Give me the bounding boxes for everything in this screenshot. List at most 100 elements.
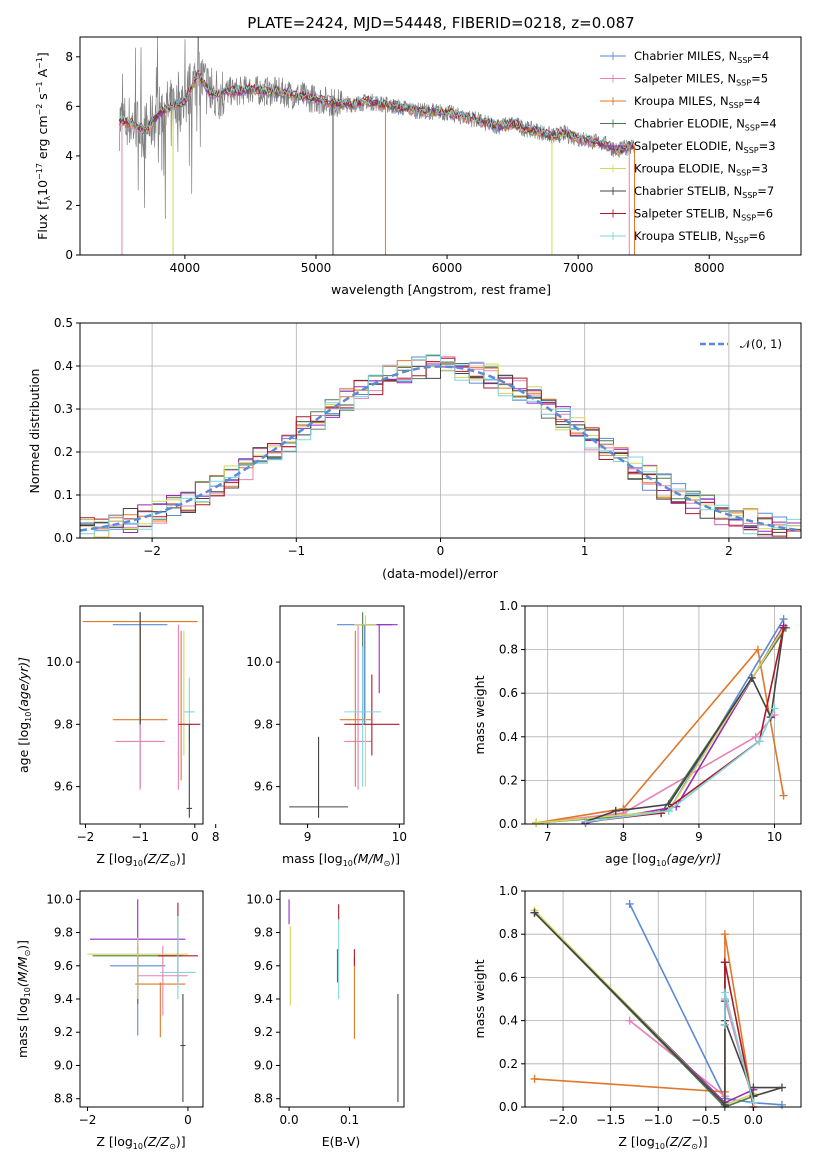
y-tick-label: 10.0 bbox=[46, 655, 73, 669]
x-tick-label: −2 bbox=[143, 544, 161, 558]
x-tick-label: −2 bbox=[77, 830, 95, 844]
mass-vs-Z-panel: −2 0 8.8 9.0 9.2 9.4 9.6 9.8 10.0 Z [log10(Z/Z⊙… bbox=[15, 890, 204, 1151]
weight-vs-age-ylabel: mass weight bbox=[472, 675, 487, 754]
x-tick-label: 8 bbox=[212, 830, 220, 844]
legend-name: Salpeter MILES, bbox=[634, 72, 727, 86]
weight-marker bbox=[611, 806, 620, 815]
mass-vs-EBV-xlabel: E(B-V) bbox=[322, 1134, 361, 1149]
legend-nssp-sub: SSP bbox=[742, 191, 757, 200]
legend-entry: Kroupa MILES, NSSP=4 bbox=[634, 94, 761, 110]
weight-marker bbox=[625, 899, 634, 908]
x-tick-label: −2 bbox=[79, 1113, 97, 1127]
weight-marker bbox=[530, 1074, 539, 1083]
age-vs-Z-ylabel: age [log10(age/yr)] bbox=[16, 657, 33, 773]
y-tick-label: 4 bbox=[65, 149, 73, 163]
x-tick-label: 9 bbox=[304, 830, 312, 844]
legend-nssp-value: =6 bbox=[749, 229, 766, 243]
legend-nssp-value: =6 bbox=[756, 207, 773, 221]
legend-nssp-sub: SSP bbox=[734, 236, 749, 245]
weight-marker bbox=[657, 809, 666, 818]
mass-vs-Z-x-ticks: −2 0 bbox=[79, 1107, 192, 1127]
spectrum-x-ticks: 4000 5000 6000 7000 8000 bbox=[170, 255, 725, 275]
legend-name: Kroupa MILES, bbox=[634, 94, 720, 108]
weight-marker bbox=[751, 732, 760, 741]
legend-nssp-sub: SSP bbox=[741, 214, 756, 223]
y-tick-label: 0.2 bbox=[54, 445, 73, 459]
legend-nssp-symbol: N bbox=[732, 207, 741, 221]
legend-nssp-value: =3 bbox=[751, 162, 768, 176]
legend-nssp-symbol: N bbox=[720, 94, 729, 108]
legend-entry: Chabrier STELIB, NSSP=7 bbox=[634, 184, 774, 200]
y-tick-label: 0.4 bbox=[499, 730, 518, 744]
weight-marker bbox=[625, 1016, 634, 1025]
y-tick-label: 9.0 bbox=[254, 1058, 273, 1072]
legend-nssp-sub: SSP bbox=[736, 169, 751, 178]
legend-nssp-value: =5 bbox=[751, 72, 768, 86]
legend-name: Chabrier ELODIE, bbox=[634, 117, 736, 131]
y-tick-label: 9.4 bbox=[254, 992, 273, 1006]
weight-vs-Z-xlabel: Z [log10(Z/Z⊙)] bbox=[618, 1134, 707, 1151]
weight-series-line bbox=[536, 627, 787, 824]
age-vs-Z-y-ticks: 9.6 9.8 10.0 bbox=[46, 655, 80, 794]
legend-name: Chabrier MILES, bbox=[634, 49, 729, 63]
legend-entry: Kroupa STELIB, NSSP=6 bbox=[634, 229, 765, 245]
weight-marker bbox=[779, 623, 788, 632]
legend-entry: Chabrier ELODIE, NSSP=4 bbox=[634, 117, 777, 133]
weight-vs-Z-ylabel: mass weight bbox=[472, 959, 487, 1038]
y-tick-label: 9.2 bbox=[254, 1025, 273, 1039]
mass-vs-Z-y-ticks: 8.8 9.0 9.2 9.4 9.6 9.8 10.0 bbox=[46, 892, 80, 1106]
weight-marker bbox=[619, 804, 628, 813]
residuals-legend: 𝒩(0, 1) bbox=[700, 337, 782, 351]
legend-nssp-sub: SSP bbox=[729, 101, 744, 110]
x-tick-label: 10 bbox=[392, 830, 407, 844]
spectrum-lines bbox=[118, 37, 636, 255]
x-tick-label: 0 bbox=[184, 1113, 192, 1127]
weight-vs-age-frame bbox=[524, 605, 802, 825]
x-tick-label: 7000 bbox=[563, 261, 594, 275]
age-vs-mass-xlabel: mass [log10(M/M⊙)] bbox=[282, 851, 400, 868]
y-tick-label: 0.4 bbox=[54, 359, 73, 373]
legend-entry: Chabrier MILES, NSSP=4 bbox=[634, 49, 769, 65]
age-vs-Z-xlabel: Z [log10(Z/Z⊙)] bbox=[96, 851, 185, 868]
legend-nssp-symbol: N bbox=[735, 139, 744, 153]
y-tick-label: 10.0 bbox=[246, 892, 273, 906]
y-tick-label: 0.4 bbox=[499, 1014, 518, 1028]
age-vs-mass-y-ticks: 9.6 9.8 10.0 bbox=[246, 655, 280, 794]
y-tick-label: 9.8 bbox=[254, 717, 273, 731]
age-vs-Z-panel: −2 −1 0 9.6 9.8 10.0 Z [log10(Z/Z⊙)] age [lo… bbox=[16, 605, 204, 868]
mass-vs-EBV-y-ticks: 8.8 9.0 9.2 9.4 9.6 9.8 10.0 bbox=[246, 892, 280, 1106]
y-tick-label: 0.8 bbox=[499, 927, 518, 941]
x-tick-label: −1.0 bbox=[644, 1113, 673, 1127]
legend-name: Chabrier STELIB, bbox=[634, 184, 734, 198]
y-tick-label: 0.0 bbox=[499, 1100, 518, 1114]
weight-marker bbox=[664, 806, 673, 815]
weight-series-line bbox=[533, 912, 754, 1108]
weight-vs-Z-panel: −2.0 −1.5 −1.0 −0.5 0.0 0.0 0.2 0.4 0.6 0.8 1.0 Z… bbox=[472, 884, 802, 1151]
weight-series-line bbox=[585, 627, 785, 823]
y-tick-label: 9.8 bbox=[54, 926, 73, 940]
weight-vs-Z-frame bbox=[524, 890, 802, 1108]
x-tick-label: 0 bbox=[191, 830, 199, 844]
weight-vs-age-x-ticks: 7 8 9 10 bbox=[544, 824, 782, 844]
y-tick-label: 9.6 bbox=[254, 780, 273, 794]
residuals-x-ticks: −2 −1 0 1 2 bbox=[143, 538, 733, 558]
legend-name: Salpeter STELIB, bbox=[634, 207, 732, 221]
weight-series-line bbox=[533, 912, 754, 1104]
weight-marker bbox=[530, 908, 539, 917]
legend-nssp-sub: SSP bbox=[737, 56, 752, 65]
age-vs-Z-plot-area bbox=[82, 612, 201, 818]
weight-vs-Z-plot-area bbox=[525, 890, 801, 1111]
legend-nssp-symbol: N bbox=[727, 72, 736, 86]
y-tick-label: 10.0 bbox=[46, 892, 73, 906]
weight-vs-age-xlabel: age [log10(age/yr)] bbox=[605, 851, 721, 868]
y-tick-label: 0.1 bbox=[54, 488, 73, 502]
weight-series-line bbox=[536, 627, 785, 824]
x-tick-label: 2 bbox=[725, 544, 733, 558]
x-tick-label: 0.1 bbox=[340, 1113, 359, 1127]
age-vs-Z-x-ticks: −2 −1 0 bbox=[77, 824, 199, 844]
weight-vs-age-y-ticks: 0.0 0.2 0.4 0.6 0.8 1.0 bbox=[499, 599, 525, 831]
legend-entry: Salpeter STELIB, NSSP=6 bbox=[634, 207, 773, 223]
weight-marker bbox=[770, 704, 779, 713]
legend-name: Salpeter ELODIE, bbox=[634, 139, 735, 153]
x-tick-label: 0 bbox=[437, 544, 445, 558]
